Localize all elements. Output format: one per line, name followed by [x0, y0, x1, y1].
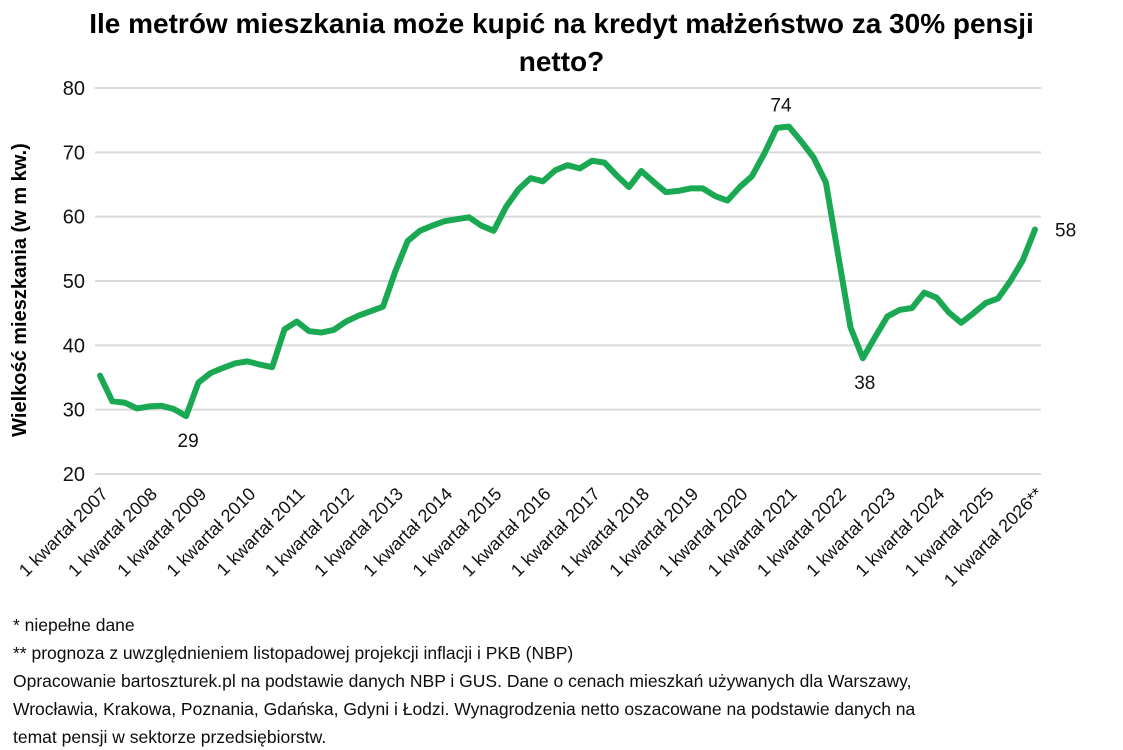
data-point-annotations: 29 74 38 58 — [178, 96, 1077, 453]
footnote-source-line-3: temat pensji w sektorze przedsiębiorstw. — [13, 727, 327, 747]
y-tick-label: 30 — [63, 400, 85, 422]
y-axis-title: Wielkość mieszkania (w m kw.) — [9, 143, 31, 437]
y-tick-label: 20 — [63, 464, 85, 486]
y-tick-label: 60 — [63, 207, 85, 229]
annotation-label: 29 — [178, 431, 199, 452]
x-tick-label: 1 kwartał 2011 — [213, 484, 309, 580]
chart-title-line-2: netto? — [518, 46, 605, 77]
chart-title: Ile metrów mieszkania może kupić na kred… — [0, 5, 1123, 81]
footnote-asterisk: * niepełne dane — [13, 615, 135, 635]
y-tick-label: 70 — [63, 142, 85, 164]
chart-title-line-1: Ile metrów mieszkania może kupić na kred… — [89, 8, 1034, 39]
line-chart: 80 70 60 50 40 30 20 Wielkość mieszkania (w m k… — [9, 78, 1077, 591]
y-tick-label: 50 — [63, 271, 85, 293]
gridlines — [95, 87, 1041, 475]
footnote-source-line-1: Opracowanie bartoszturek.pl na podstawie… — [13, 671, 912, 691]
footnotes: * niepełne dane ** prognoza z uwzględnie… — [13, 611, 1113, 750]
annotation-label: 38 — [854, 373, 875, 394]
annotation-label: 58 — [1055, 221, 1076, 242]
y-axis-tick-labels: 80 70 60 50 40 30 20 — [63, 78, 85, 486]
data-line-series — [97, 123, 1038, 420]
footnote-source-line-2: Wrocławia, Krakowa, Poznania, Gdańska, G… — [13, 699, 916, 719]
footnote-double-asterisk: ** prognoza z uwzględnieniem listopadowe… — [13, 643, 574, 663]
y-tick-label: 80 — [63, 78, 85, 100]
y-tick-label: 40 — [63, 335, 85, 357]
annotation-label: 74 — [770, 96, 792, 117]
